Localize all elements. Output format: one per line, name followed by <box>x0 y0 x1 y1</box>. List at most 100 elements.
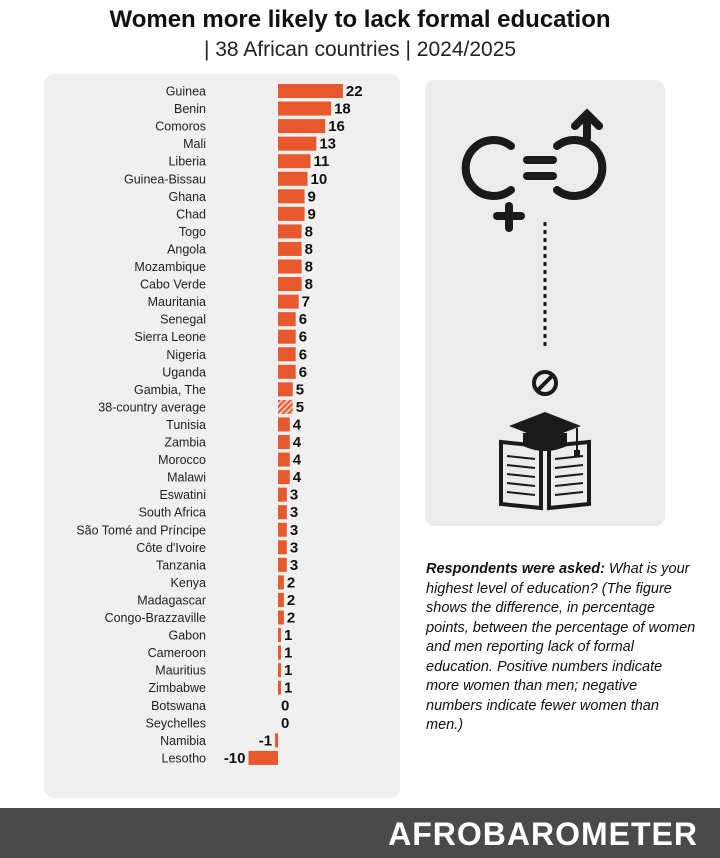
value-label-seychelles: 0 <box>281 715 289 732</box>
category-label-botswana: Botswana <box>151 699 206 713</box>
category-label-eswatini: Eswatini <box>159 488 206 502</box>
category-label-guinea: Guinea <box>166 85 206 99</box>
category-label-cameroon: Cameroon <box>148 646 206 660</box>
value-label-mali: 13 <box>319 136 336 153</box>
bar-benin <box>278 101 332 116</box>
bar-liberia <box>278 154 311 169</box>
category-label-kenya: Kenya <box>171 576 206 590</box>
graduation-book-icon <box>499 412 591 511</box>
value-label-cameroon: 1 <box>284 645 292 662</box>
value-label-angola: 8 <box>305 241 313 258</box>
value-label-mauritius: 1 <box>284 662 292 679</box>
bar-namibia <box>275 733 278 748</box>
category-label-tunisia: Tunisia <box>166 418 206 432</box>
bar-lesotho <box>248 750 278 765</box>
value-label-cote-d-ivoire: 3 <box>290 539 298 556</box>
value-label-mauritania: 7 <box>302 294 310 311</box>
category-label-38-country-average: 38-country average <box>98 400 206 414</box>
value-label-morocco: 4 <box>293 452 302 469</box>
footer-bar: AFROBAROMETER <box>0 808 720 858</box>
value-label-gambia-the: 5 <box>296 381 304 398</box>
bar-38-country-average <box>278 399 293 414</box>
value-label-sierra-leone: 6 <box>299 329 307 346</box>
category-label-zimbabwe: Zimbabwe <box>148 681 206 695</box>
category-label-mauritania: Mauritania <box>148 295 206 309</box>
value-label-gabon: 1 <box>284 627 292 644</box>
bar-togo <box>278 224 302 239</box>
bar-tunisia <box>278 417 290 432</box>
category-label-mali: Mali <box>183 137 206 151</box>
category-label-tanzania: Tanzania <box>156 558 206 572</box>
methodology-note: Respondents were asked: What is your hig… <box>426 560 696 736</box>
value-label-comoros: 16 <box>328 118 345 135</box>
bar-mali <box>278 136 317 151</box>
bar-south-africa <box>278 505 287 520</box>
category-label-senegal: Senegal <box>160 313 206 327</box>
bar-mauritius <box>278 663 281 678</box>
chart-title: Women more likely to lack formal educati… <box>109 6 611 33</box>
category-label-guinea-bissau: Guinea-Bissau <box>124 172 206 186</box>
bar-cabo-verde <box>278 277 302 292</box>
brand-logo: AFROBAROMETER <box>388 816 698 852</box>
bar-eswatini <box>278 487 287 502</box>
chart-subtitle: | 38 African countries | 2024/2025 <box>203 38 517 61</box>
illustration-panel <box>425 80 665 526</box>
bar-morocco <box>278 452 290 467</box>
bar-uganda <box>278 364 296 379</box>
value-label-zambia: 4 <box>293 434 302 451</box>
value-label-guinea-bissau: 10 <box>311 171 328 188</box>
bar-mozambique <box>278 259 302 274</box>
value-label-nigeria: 6 <box>299 346 307 363</box>
value-label-namibia: -1 <box>259 732 272 749</box>
bar-gabon <box>278 628 281 643</box>
category-label-zambia: Zambia <box>164 436 206 450</box>
category-label-cabo-verde: Cabo Verde <box>140 278 206 292</box>
category-label-cote-d-ivoire: Côte d'Ivoire <box>136 541 206 555</box>
value-label-liberia: 11 <box>313 153 329 170</box>
value-label-kenya: 2 <box>287 574 295 591</box>
value-label-botswana: 0 <box>281 697 289 714</box>
category-label-congo-brazzaville: Congo-Brazzaville <box>105 611 206 625</box>
bar-zambia <box>278 435 290 449</box>
value-label-togo: 8 <box>305 223 313 240</box>
category-label-comoros: Comoros <box>155 120 206 134</box>
value-label-38-country-average: 5 <box>296 399 304 416</box>
category-label-uganda: Uganda <box>162 365 206 379</box>
gender-equality-icon <box>461 108 607 232</box>
bar-cameroon <box>278 645 281 660</box>
category-label-ghana: Ghana <box>168 190 206 204</box>
bar-kenya <box>278 575 284 590</box>
bar-angola <box>278 241 302 256</box>
bar-sao-tome-and-principe <box>278 522 287 537</box>
value-label-malawi: 4 <box>293 469 302 486</box>
category-label-sao-tome-and-principe: São Tomé and Príncipe <box>76 523 206 537</box>
category-label-benin: Benin <box>174 102 206 116</box>
bar-ghana <box>278 189 305 204</box>
bar-comoros <box>278 119 326 134</box>
value-label-cabo-verde: 8 <box>305 276 313 293</box>
bar-congo-brazzaville <box>278 610 284 625</box>
value-label-mozambique: 8 <box>305 259 313 276</box>
category-label-malawi: Malawi <box>167 471 206 485</box>
bar-guinea <box>278 84 343 98</box>
category-label-gabon: Gabon <box>168 629 206 643</box>
bar-nigeria <box>278 347 296 362</box>
category-label-mauritius: Mauritius <box>155 664 206 678</box>
category-label-morocco: Morocco <box>158 453 206 467</box>
value-label-congo-brazzaville: 2 <box>287 610 295 627</box>
category-label-angola: Angola <box>167 242 206 256</box>
category-label-seychelles: Seychelles <box>146 716 206 730</box>
category-label-south-africa: South Africa <box>139 506 206 520</box>
bar-mauritania <box>278 294 299 309</box>
chart-panel: Guinea 22 Benin 18 Comoros 16 Mali 13 Liberia 11 G… <box>44 74 400 798</box>
category-label-liberia: Liberia <box>168 155 206 169</box>
category-label-nigeria: Nigeria <box>166 348 206 362</box>
category-label-togo: Togo <box>179 225 206 239</box>
note-question: What is your highest level of education? <box>426 561 690 597</box>
category-label-madagascar: Madagascar <box>137 593 206 607</box>
value-label-senegal: 6 <box>299 311 307 328</box>
bar-guinea-bissau <box>278 171 308 186</box>
value-label-lesotho: -10 <box>224 750 246 767</box>
value-label-tanzania: 3 <box>290 557 298 574</box>
